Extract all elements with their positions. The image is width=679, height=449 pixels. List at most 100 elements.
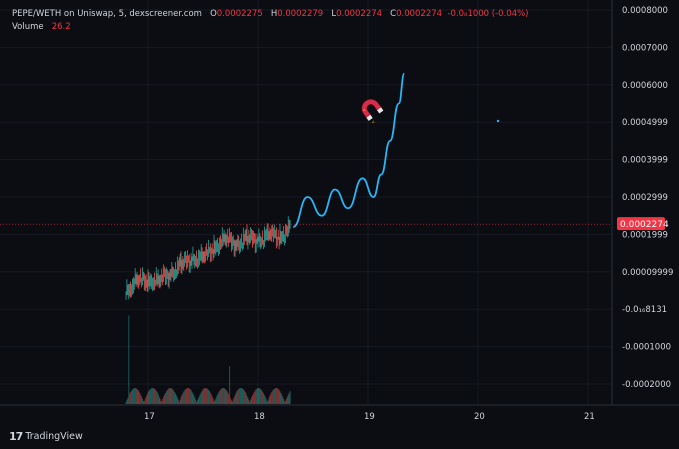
tradingview-name: TradingView — [25, 431, 83, 442]
legend-open-key: O — [210, 9, 217, 19]
volume-bar — [208, 389, 209, 404]
legend-open: 0.0002275 — [216, 9, 263, 19]
volume-bar — [253, 393, 254, 404]
volume-bar — [125, 402, 127, 404]
volume-bar — [137, 390, 139, 404]
volume-bar — [133, 388, 135, 404]
volume-bar — [156, 392, 158, 404]
volume-bar — [237, 389, 239, 404]
volume-bar — [251, 397, 253, 404]
volume-bar — [167, 389, 169, 404]
volume-bar — [279, 391, 281, 404]
volume-bar — [247, 397, 249, 404]
volume-bar — [203, 388, 205, 404]
volume-bar — [138, 391, 140, 404]
volume-bar — [214, 400, 216, 404]
volume-bar — [220, 389, 221, 404]
volume-bar — [271, 391, 273, 404]
volume-bar — [276, 388, 278, 404]
volume-bar — [283, 398, 285, 404]
volume-bar — [286, 398, 287, 404]
volume-bar — [149, 389, 151, 404]
volume-bar — [205, 388, 207, 404]
volume-bar — [157, 393, 159, 404]
volume-bar — [207, 388, 209, 404]
legend-volume: Volume 26.2 — [12, 22, 71, 32]
volume-bar — [285, 400, 286, 404]
volume-bar — [153, 388, 154, 404]
volume-bar — [146, 394, 148, 404]
volume-bar — [148, 390, 150, 404]
tradingview-brand[interactable]: 17 TradingView — [9, 430, 83, 443]
volume-bar — [197, 400, 198, 404]
volume-bar — [126, 399, 128, 404]
volume-bar — [134, 388, 136, 404]
volume-bar — [127, 397, 129, 404]
volume-bar — [265, 399, 267, 404]
volume-bar — [176, 397, 178, 404]
volume-bar — [187, 388, 189, 404]
volume-bar — [172, 389, 174, 404]
volume-bar — [184, 390, 186, 404]
volume-bar — [145, 396, 147, 404]
volume-bar — [264, 395, 265, 404]
volume-bar — [287, 394, 289, 404]
volume-bar — [140, 394, 142, 404]
legend-volume-value: 26.2 — [51, 22, 71, 32]
volume-bar — [165, 392, 166, 404]
volume-bar — [181, 394, 183, 404]
price-axis-ticks[interactable]: 0.0008000 0.0007000 0.0006000 0.0004999 0.00… — [622, 6, 673, 390]
price-tick-label: 0.0002999 — [622, 193, 668, 203]
cursor-dot — [496, 119, 500, 123]
volume-bar — [269, 395, 271, 404]
volume-bar — [284, 401, 286, 404]
volume-bar — [164, 394, 165, 404]
price-tick-label: -0.0₁₆8131 — [622, 305, 667, 315]
volume-bar — [211, 396, 213, 404]
volume-bar — [224, 388, 226, 404]
legend-low-key: L — [331, 9, 337, 19]
volume-bar — [173, 390, 175, 404]
volume-bar — [175, 393, 176, 404]
volume-bar — [272, 390, 274, 404]
time-axis-ticks[interactable]: 17 18 19 20 21 — [144, 412, 595, 422]
volume-bar — [218, 392, 220, 404]
volume-bar — [142, 398, 143, 404]
volume-bar — [196, 401, 198, 404]
volume-bar — [242, 388, 243, 404]
volume-bar — [280, 393, 282, 404]
price-tick-label: 0.0006000 — [622, 81, 668, 91]
volume-bar — [215, 398, 217, 404]
volume-bar — [221, 388, 223, 404]
volume-bar — [252, 395, 253, 404]
volume-bar — [259, 388, 261, 404]
volume-bar — [250, 399, 252, 404]
volume-bar — [132, 388, 134, 404]
volume-bar — [277, 388, 279, 404]
current-price-tag: 0.0002274 — [617, 217, 669, 231]
volume-bar — [189, 389, 191, 404]
volume-bar — [249, 401, 251, 404]
volume-bar — [213, 401, 215, 404]
volume-bar — [275, 388, 277, 404]
volume-bar — [236, 391, 238, 404]
legend-symbol: PEPE/WETH on Uniswap, 5, dexscreener.com — [12, 9, 202, 19]
volume-bar — [162, 398, 164, 404]
volume-bar — [216, 396, 218, 404]
volume-bar — [222, 388, 224, 404]
volume-bar — [155, 390, 157, 404]
volume-bar — [220, 388, 222, 404]
volume-bar — [225, 389, 227, 404]
volume-bar — [267, 400, 269, 404]
volume-bar — [270, 393, 272, 404]
legend-close: 0.0002274 — [396, 9, 443, 19]
volume-bar — [226, 390, 228, 404]
legend-ohlc: PEPE/WETH on Uniswap, 5, dexscreener.com… — [12, 9, 529, 19]
volume-bar — [248, 400, 250, 404]
volume-bar — [130, 392, 132, 404]
volume-bar — [253, 391, 255, 404]
volume-bar — [231, 401, 233, 404]
volume-bar — [229, 366, 231, 404]
